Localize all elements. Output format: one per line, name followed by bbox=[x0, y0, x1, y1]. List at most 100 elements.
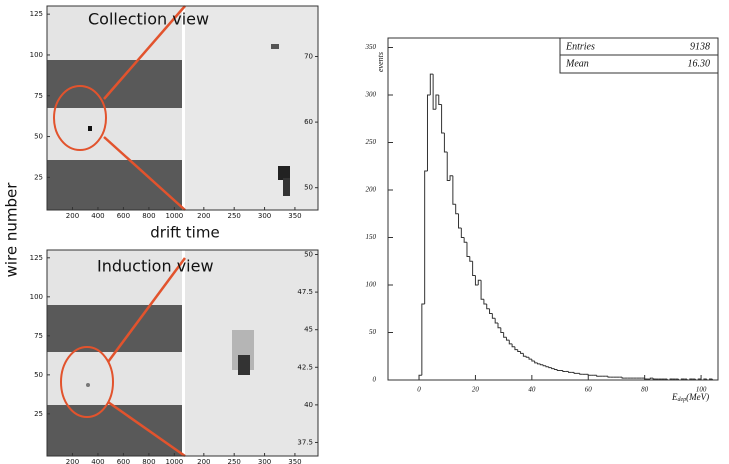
y-axis-label: events bbox=[376, 52, 385, 72]
y-tick-label: 50 bbox=[369, 328, 377, 336]
histogram-bin bbox=[539, 363, 544, 366]
zoom-x-tick-label: 350 bbox=[288, 458, 301, 464]
histogram-bin bbox=[486, 304, 490, 310]
histogram-bin bbox=[511, 343, 515, 348]
histogram-bin bbox=[500, 327, 504, 333]
histogram-bin bbox=[505, 337, 510, 341]
wire-band bbox=[47, 60, 182, 108]
zoom-y-tick-label: 70 bbox=[304, 53, 313, 61]
x-tick-label: 200 bbox=[66, 458, 79, 464]
zoom-circle bbox=[60, 346, 114, 418]
histogram-bin bbox=[458, 213, 462, 229]
histogram-bin bbox=[556, 369, 561, 371]
x-axis-label-unit: (MeV) bbox=[686, 392, 709, 402]
wire-band bbox=[47, 405, 182, 456]
histogram-bin bbox=[435, 94, 439, 110]
histogram-bin bbox=[551, 367, 555, 370]
histogram-bin bbox=[528, 357, 532, 360]
histogram-bin bbox=[424, 170, 428, 304]
histogram-bin bbox=[460, 228, 465, 238]
y-tick-label: 250 bbox=[366, 138, 377, 146]
histogram-bin bbox=[711, 379, 716, 381]
histogram-bin bbox=[644, 378, 648, 380]
y-tick-label: 25 bbox=[34, 173, 43, 181]
y-tick-label: 150 bbox=[366, 233, 377, 241]
x-axis-label-main: E bbox=[671, 392, 678, 402]
histogram-bin bbox=[534, 361, 538, 364]
hit bbox=[271, 44, 279, 49]
zoom-y-tick-label: 47.5 bbox=[297, 288, 313, 296]
histogram-bin bbox=[573, 372, 577, 374]
histogram-bin bbox=[697, 378, 702, 380]
wire-band bbox=[47, 160, 182, 210]
x-axis-label-sub: dep bbox=[678, 397, 687, 403]
y-axis-label: wire number bbox=[3, 182, 21, 278]
histogram-bin bbox=[463, 237, 467, 243]
histogram-bin bbox=[542, 364, 546, 367]
hit bbox=[238, 355, 250, 375]
histogram-bin bbox=[520, 351, 524, 354]
histogram-bin bbox=[531, 359, 535, 362]
zoom-x-tick-label: 200 bbox=[197, 458, 210, 464]
panel-title: Induction view bbox=[97, 257, 214, 276]
histogram-bin bbox=[703, 378, 707, 380]
x-tick-label: 1000 bbox=[165, 212, 183, 220]
panel-title: Collection view bbox=[88, 10, 209, 29]
y-tick-label: 100 bbox=[30, 293, 43, 301]
zoom-line bbox=[107, 400, 186, 458]
histogram-bin bbox=[652, 378, 656, 380]
histogram-bin bbox=[686, 379, 690, 381]
x-tick-label: 600 bbox=[117, 212, 130, 220]
histogram-bin bbox=[587, 374, 592, 376]
histogram-bin bbox=[452, 175, 456, 205]
hit bbox=[278, 166, 290, 180]
histogram-bin bbox=[421, 303, 425, 376]
zoom-y-tick-label: 42.5 bbox=[297, 363, 313, 371]
x-axis-label: drift time bbox=[150, 224, 219, 242]
zoom-x-tick-label: 250 bbox=[228, 458, 241, 464]
histogram-bin bbox=[477, 279, 482, 285]
histogram-bin bbox=[579, 373, 583, 375]
histogram-bin bbox=[706, 379, 710, 381]
histogram-bin bbox=[429, 73, 434, 95]
y-tick-label: 125 bbox=[30, 254, 43, 262]
histogram-bin bbox=[474, 275, 479, 286]
histogram-bin bbox=[426, 94, 431, 171]
hit bbox=[283, 178, 290, 196]
zoom-y-tick-label: 50 bbox=[304, 184, 313, 192]
histogram-bin bbox=[678, 379, 682, 381]
histogram-bin bbox=[621, 377, 625, 379]
histogram-bin bbox=[508, 340, 513, 345]
stats-value: 16.30 bbox=[688, 58, 711, 69]
x-tick-label: 20 bbox=[472, 386, 480, 394]
histogram-bin bbox=[536, 362, 541, 365]
histogram-bin bbox=[562, 370, 566, 372]
histogram-bin bbox=[666, 379, 671, 381]
histogram-bin bbox=[680, 378, 685, 380]
zoom-x-tick-label: 200 bbox=[197, 212, 210, 220]
histogram-bin bbox=[503, 332, 507, 338]
plot-frame bbox=[387, 37, 719, 381]
zoom-circle bbox=[53, 85, 107, 151]
histogram-bin bbox=[455, 204, 459, 215]
x-tick-label: 0 bbox=[417, 386, 421, 394]
histogram-bin bbox=[709, 378, 713, 380]
histogram-bin bbox=[432, 74, 436, 110]
histogram-bin bbox=[649, 377, 654, 380]
hit bbox=[86, 383, 90, 387]
zoom-line bbox=[103, 136, 186, 211]
histogram-bin bbox=[689, 378, 693, 380]
x-tick-label: 80 bbox=[641, 386, 649, 394]
histogram-bin bbox=[466, 242, 470, 257]
histogram-bin bbox=[497, 323, 501, 329]
stats-label: Entries bbox=[565, 41, 595, 52]
y-tick-label: 50 bbox=[34, 133, 43, 141]
histogram-bin bbox=[669, 378, 673, 380]
zoom-y-tick-label: 50 bbox=[304, 251, 313, 259]
panel-frame bbox=[46, 5, 319, 211]
x-tick-label: 800 bbox=[142, 458, 155, 464]
x-tick-label: 60 bbox=[585, 386, 593, 394]
panel-frame bbox=[46, 249, 319, 457]
x-tick-label: 400 bbox=[91, 212, 104, 220]
